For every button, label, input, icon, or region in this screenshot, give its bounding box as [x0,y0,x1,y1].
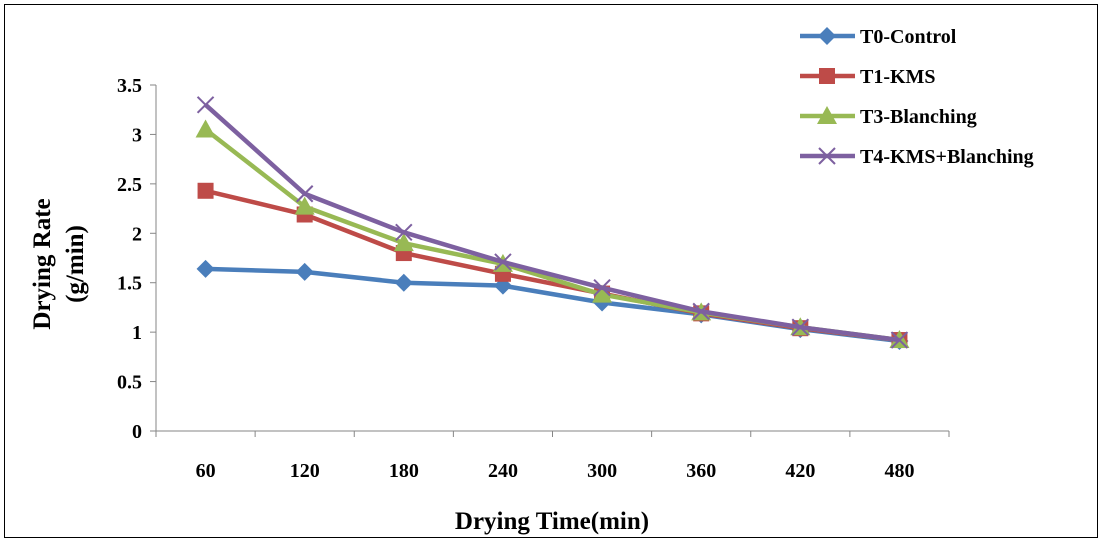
x-marker-stroke [791,318,810,336]
legend-swatch-marker [819,68,835,84]
data-point [395,223,413,242]
data-point [196,259,215,278]
data-point [197,182,214,199]
legend-item: T0-Control [800,26,957,48]
x-marker-stroke [890,331,909,349]
legend-label: T3-Blanching [860,106,977,128]
legend-item: T4-KMS+Blanching [800,146,1034,168]
legend-item: T3-Blanching [800,106,977,128]
data-point [294,196,315,215]
y-tick-label: 0 [132,421,142,443]
x-marker-stroke [692,302,710,321]
x-marker-stroke [196,96,215,114]
x-marker-stroke [593,278,611,297]
y-axis-title-line2: (g/min) [62,225,89,303]
y-tick-label: 3 [132,124,142,146]
legend-item: T1-KMS [800,66,936,88]
data-point [195,119,216,138]
y-tick-label: 0.5 [117,372,142,394]
data-point [393,233,414,252]
chart-frame: Drying Rate (g/min) Drying Time(min) 0 0.… [4,4,1098,538]
y-tick-label: 1.5 [117,273,142,295]
y-tick-label: 3.5 [117,75,142,97]
series-line [204,127,900,343]
data-point [791,318,810,336]
data-point [196,96,215,114]
x-tick-label: 300 [587,460,617,482]
y-axis-title: Drying Rate (g/min) [29,198,89,329]
legend-swatch-marker [818,147,836,165]
x-tick-label: 180 [389,460,419,482]
legend-label: T0-Control [860,26,957,48]
series-line [204,103,900,343]
x-tick-label: 240 [488,460,518,482]
data-point [295,185,314,203]
legend-label: T4-KMS+Blanching [860,146,1034,168]
legend-swatch-marker [817,106,837,124]
x-tick-label: 480 [884,460,914,482]
drying-rate-line-chart: Drying Rate (g/min) Drying Time(min) 0 0.… [29,26,1034,535]
x-tick-label: 60 [196,460,216,482]
x-marker-stroke [395,223,413,242]
data-point [592,284,613,303]
series-4 [196,96,909,349]
x-axis-title: Drying Time(min) [455,508,649,535]
data-point [692,302,710,321]
y-tick-label: 1 [132,322,142,344]
data-point [890,331,909,349]
legend-swatch-marker [818,27,836,45]
x-tick-label: 120 [290,460,320,482]
y-tick-label: 2.5 [117,174,142,196]
legend: T0-Control T1-KMS T3-Blanching T4-KMS+Blanc… [800,26,1034,168]
x-marker-stroke [295,185,314,203]
x-marker-stroke [818,147,836,165]
series-layer [195,96,910,351]
x-marker-stroke [494,253,512,271]
x-tick-label: 360 [686,460,716,482]
legend-label: T1-KMS [860,66,936,88]
data-point [394,273,413,292]
y-axis-title-line1: Drying Rate [29,198,56,329]
data-point [295,262,314,281]
x-tick-label: 420 [785,460,815,482]
data-point [593,278,611,297]
data-point [494,253,512,271]
y-tick-label: 2 [132,223,142,245]
axes: 0 0.5 1 1.5 2 2.5 3 3.5 60 120 180 240 300 360 420 480 [117,75,950,482]
